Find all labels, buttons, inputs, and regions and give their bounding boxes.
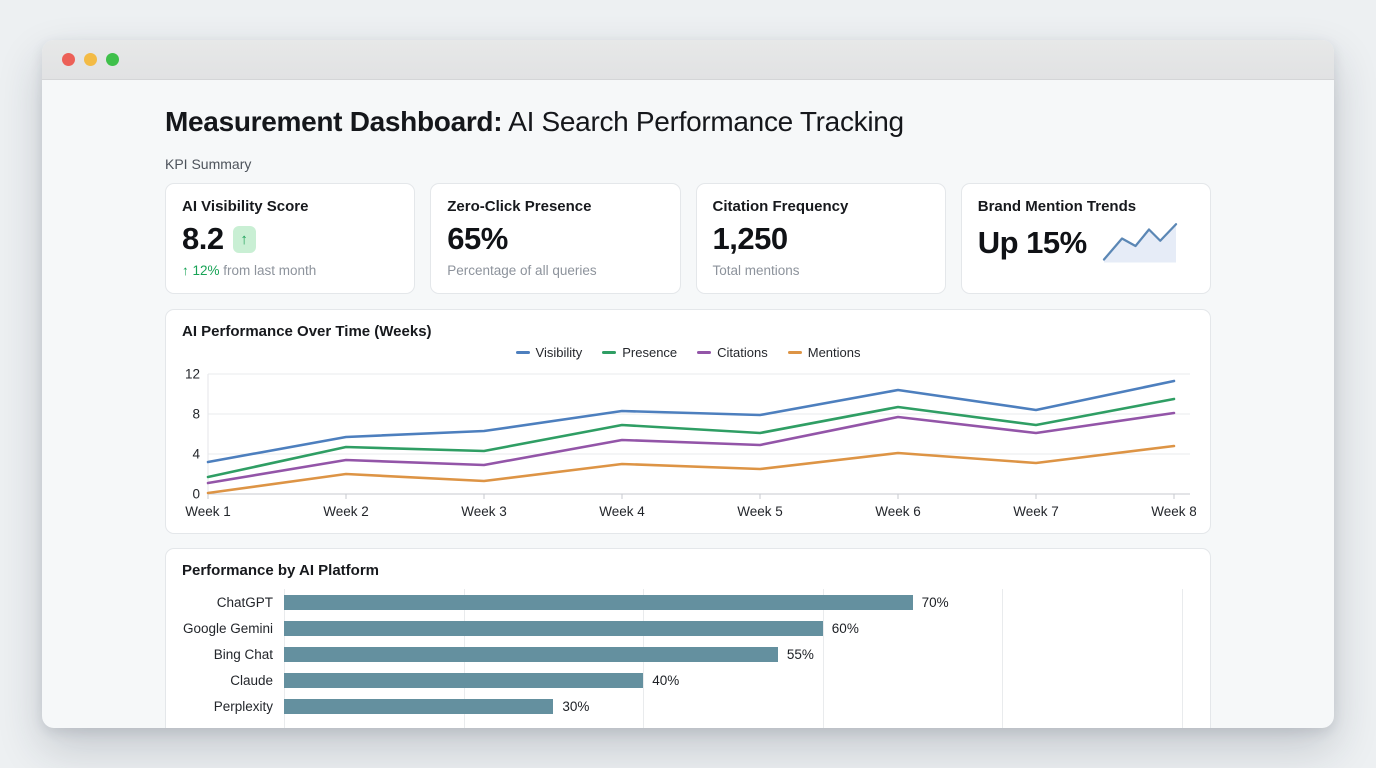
svg-text:0: 0 — [192, 487, 200, 502]
app-window: Measurement Dashboard: AI Search Perform… — [42, 40, 1334, 728]
kpi-row: AI Visibility Score 8.2 ↑ ↑ 12% from las… — [165, 183, 1211, 294]
kpi-value: 1,250 — [712, 221, 789, 256]
bar-value-label: 40% — [652, 672, 680, 688]
legend-dash-icon — [515, 350, 530, 354]
bar-row-bing-chat: 55% — [284, 641, 1182, 667]
bar-chart-card: Performance by AI Platform ChatGPT Google… — [165, 548, 1211, 728]
bar-chart-gridline — [1002, 589, 1004, 728]
bar — [284, 672, 644, 688]
kpi-delta: ↑ 12% from last month — [182, 263, 398, 278]
up-arrow-icon: ↑ — [232, 225, 256, 253]
kpi-title: AI Visibility Score — [182, 198, 309, 215]
bar-value-label: 30% — [562, 698, 590, 714]
kpi-subtitle: Percentage of all queries — [447, 263, 597, 279]
legend-label: Citations — [717, 344, 768, 360]
window-zoom-icon[interactable] — [106, 53, 119, 66]
kpi-delta-note: from last month — [219, 263, 317, 279]
svg-text:Week 8: Week 8 — [1151, 504, 1196, 519]
kpi-card-brand-mention: Brand Mention Trends Up 15% — [960, 183, 1211, 294]
legend-item-presence: Presence — [602, 345, 677, 360]
line-chart-title: AI Performance Over Time (Weeks) — [182, 323, 432, 340]
bar-category-label: Google Gemini — [182, 620, 273, 636]
svg-text:Week 1: Week 1 — [185, 504, 231, 519]
kpi-value: Up 15% — [977, 224, 1087, 260]
bar-chart-plot: 70% 60% 55% 40% 30% — [284, 589, 1194, 728]
bar-category-label: Claude — [230, 672, 273, 688]
page-title: Measurement Dashboard: AI Search Perform… — [165, 106, 1211, 138]
svg-text:Week 4: Week 4 — [599, 504, 645, 519]
bar-chart-category-labels: ChatGPT Google Gemini Bing Chat Claude Perpl… — [182, 589, 284, 728]
legend-dash-icon — [602, 350, 617, 354]
svg-text:Week 6: Week 6 — [875, 504, 921, 519]
bar-chart-gridline — [822, 589, 824, 728]
kpi-card-citation: Citation Frequency 1,250 Total mentions — [695, 183, 946, 294]
kpi-card-zero-click: Zero-Click Presence 65% Percentage of al… — [430, 183, 681, 294]
bar-chart: ChatGPT Google Gemini Bing Chat Claude Perpl… — [182, 589, 1194, 728]
bar — [284, 594, 913, 610]
bar — [284, 620, 823, 636]
bar — [284, 646, 778, 662]
page-title-suffix: AI Search Performance Tracking — [508, 106, 904, 137]
legend-label: Visibility — [535, 344, 583, 360]
legend-label: Presence — [622, 344, 678, 360]
bar-category-label: Bing Chat — [213, 646, 273, 662]
legend-item-citations: Citations — [697, 345, 768, 360]
bar-value-label: 60% — [831, 620, 859, 636]
bar-row-chatgpt: 70% — [284, 589, 1182, 615]
legend-label: Mentions — [807, 344, 861, 360]
window-titlebar — [42, 40, 1334, 80]
window-close-icon[interactable] — [62, 53, 75, 66]
svg-text:Week 7: Week 7 — [1013, 504, 1059, 519]
kpi-title: Citation Frequency — [712, 198, 849, 215]
svg-text:Week 3: Week 3 — [461, 504, 507, 519]
bar-value-label: 55% — [786, 646, 814, 662]
legend-item-mentions: Mentions — [787, 344, 861, 360]
svg-text:12: 12 — [185, 367, 200, 382]
kpi-value: 8.2 — [182, 221, 224, 256]
kpi-delta-value: ↑ 12% — [182, 263, 220, 279]
bar — [284, 698, 554, 714]
bar-category-label: ChatGPT — [216, 594, 273, 610]
kpi-value: 65% — [447, 221, 508, 256]
bar-chart-title: Performance by AI Platform — [182, 562, 379, 579]
window-minimize-icon[interactable] — [84, 53, 97, 66]
legend-dash-icon — [787, 350, 802, 354]
kpi-section-label: KPI Summary — [165, 156, 252, 172]
dashboard-content: Measurement Dashboard: AI Search Perform… — [42, 80, 1334, 728]
svg-text:8: 8 — [192, 407, 200, 422]
bar-row-claude: 40% — [284, 667, 1182, 693]
bar-chart-gridline — [1182, 589, 1183, 728]
kpi-title: Brand Mention Trends — [977, 198, 1137, 215]
kpi-title: Zero-Click Presence — [447, 198, 592, 215]
svg-text:Week 2: Week 2 — [323, 504, 369, 519]
bar-category-label: Perplexity — [213, 698, 273, 714]
bar-row-google-gemini: 60% — [284, 615, 1182, 641]
bar-row-perplexity: 30% — [284, 693, 1182, 719]
line-chart-card: AI Performance Over Time (Weeks) Visibil… — [165, 309, 1211, 534]
kpi-card-visibility: AI Visibility Score 8.2 ↑ ↑ 12% from las… — [165, 183, 416, 294]
bar-value-label: 70% — [921, 594, 949, 610]
legend-dash-icon — [697, 350, 712, 354]
legend-item-visibility: Visibility — [515, 344, 583, 360]
page-title-prefix: Measurement Dashboard: — [165, 106, 503, 137]
chart-legend: Visibility Presence Citations Mentions — [182, 341, 1194, 363]
svg-text:Week 5: Week 5 — [737, 504, 783, 519]
line-chart: 0 4 8 12 Week 1 Week 2 Week 3 Week 4 Week 5 Week … — [185, 367, 1196, 520]
svg-text:4: 4 — [192, 447, 200, 462]
sparkline-icon — [1102, 223, 1177, 263]
kpi-subtitle: Total mentions — [712, 263, 800, 279]
